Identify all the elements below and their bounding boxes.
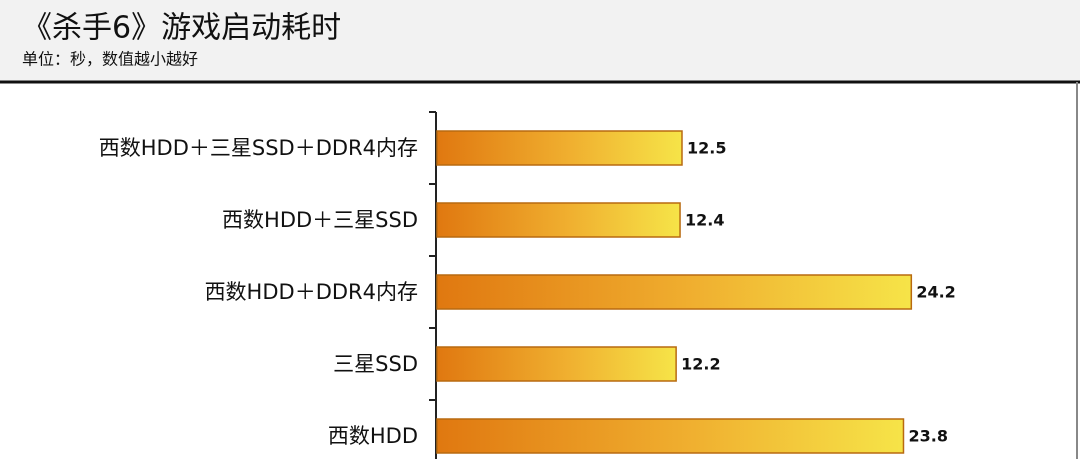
bar — [436, 346, 677, 382]
category-label: 三星SSD — [333, 352, 418, 376]
bar — [436, 418, 905, 454]
value-label: 12.5 — [687, 139, 726, 158]
bar — [436, 202, 681, 238]
chart-title: 《杀手6》游戏启动耗时 — [22, 11, 341, 46]
category-label: 西数HDD — [328, 424, 418, 448]
category-label: 西数HDD＋三星SSD — [222, 208, 418, 232]
value-label: 24.2 — [916, 283, 955, 302]
category-label: 西数HDD＋三星SSD＋DDR4内存 — [99, 136, 418, 160]
chart-subtitle: 单位：秒，数值越小越好 — [22, 50, 198, 69]
value-label: 23.8 — [908, 427, 947, 446]
value-label: 12.2 — [681, 355, 720, 374]
category-label: 西数HDD＋DDR4内存 — [205, 280, 418, 304]
bar — [436, 130, 683, 166]
value-label: 12.4 — [685, 211, 724, 230]
header-background — [0, 0, 1080, 82]
bar — [436, 274, 913, 310]
